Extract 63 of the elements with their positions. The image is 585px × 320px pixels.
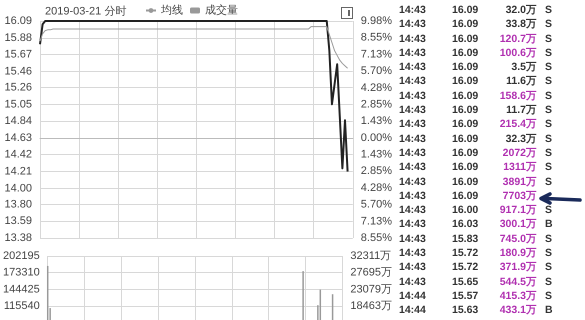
text: 14:43 15.83 745.0万 S (399, 232, 552, 245)
text: 14:43 16.09 32.3万 S (399, 132, 552, 145)
y2-tick-label: 32311万 (350, 250, 392, 262)
text: 14:43 16.09 11.7万 S (399, 104, 552, 116)
y2-tick-label: 5.70% (360, 65, 392, 78)
y2-tick-label: 8.55% (360, 232, 392, 244)
text: 14:43 16.09 3891万 S (399, 176, 552, 188)
y-tick-label: 15.05 (4, 98, 32, 110)
y-tick-label: 14.84 (4, 115, 32, 128)
y2-tick-label: 4.28% (360, 82, 392, 94)
y-tick-label: 15.26 (4, 81, 32, 94)
text: 14:43 16.09 100.6万 S (399, 46, 552, 59)
y2-tick-label: 1.43% (360, 115, 392, 128)
y-tick-label: 14.63 (4, 132, 32, 144)
text: 14:43 16.09 2072万 S (399, 146, 552, 159)
text: 14:43 16.09 158.6万 S (399, 90, 552, 102)
text: 14:44 15.63 433.1万 B (399, 304, 553, 316)
y-tick-label: 14.21 (4, 166, 32, 178)
y2-tick-label: 4.28% (360, 182, 392, 194)
y2-tick-label: 9.98% (360, 15, 392, 27)
text: 14:43 16.09 32.0万 S (399, 4, 552, 16)
y-tick-label: 15.46 (4, 65, 32, 78)
y2-tick-label: 2.85% (360, 98, 392, 110)
y-tick-label: 13.80 (4, 198, 32, 210)
text: 14:43 15.72 180.9万 S (399, 247, 552, 260)
y-tick-label: 15.88 (4, 32, 32, 44)
y2-tick-label: 23079万 (350, 283, 392, 296)
y-tick-label: 144425 (2, 283, 40, 296)
y-tick-label: 14.00 (4, 182, 32, 194)
y-tick-label: 16.09 (4, 15, 32, 27)
y2-tick-label: 0.00% (360, 132, 392, 144)
y2-tick-label: 8.55% (360, 32, 392, 44)
text: 14:43 16.09 33.8万 S (399, 18, 552, 30)
text: 14:43 15.65 544.5万 S (399, 276, 552, 288)
y2-tick-label: 7.13% (360, 48, 392, 60)
y-tick-label: 14.42 (4, 148, 32, 161)
text: 14:43 16.09 120.7万 S (399, 32, 552, 45)
text: 14:43 16.09 3.5万 S (399, 61, 552, 74)
text: 14:43 16.09 11.6万 S (399, 75, 552, 88)
y-tick-label: 202195 (2, 250, 40, 262)
text: 14:43 16.03 300.1万 B (399, 218, 553, 230)
text: 14:43 15.72 371.9万 S (399, 261, 552, 274)
line-series (39, 20, 349, 173)
y2-tick-label: 27695万 (350, 266, 392, 279)
y-tick-label: 13.59 (4, 215, 32, 228)
legend-label: 均线 (160, 4, 183, 16)
y2-tick-label: 2.85% (360, 165, 392, 178)
chart-title: 2019-03-21 分时 (45, 4, 126, 18)
y2-tick-label: 1.43% (360, 148, 392, 161)
line-series (40, 26, 348, 69)
text: 14:43 16.09 1311万 S (399, 161, 552, 174)
text: 14:43 16.09 7703万 (399, 190, 537, 202)
y2-tick-label: 7.13% (360, 215, 392, 228)
y-tick-label: 115540 (4, 300, 40, 312)
y2-tick-label: 18463万 (350, 300, 392, 312)
text: 14:43 16.00 917.1万 S (399, 204, 552, 216)
y2-tick-label: 5.70% (360, 198, 392, 211)
y-tick-label: 15.67 (4, 48, 32, 61)
y-tick-label: 13.38 (4, 232, 32, 244)
y-tick-label: 173310 (2, 266, 40, 279)
text: 14:43 16.09 215.4万 S (399, 118, 552, 130)
legend-label: 成交量 (205, 4, 238, 16)
text: 14:44 15.57 415.3万 S (399, 290, 552, 302)
